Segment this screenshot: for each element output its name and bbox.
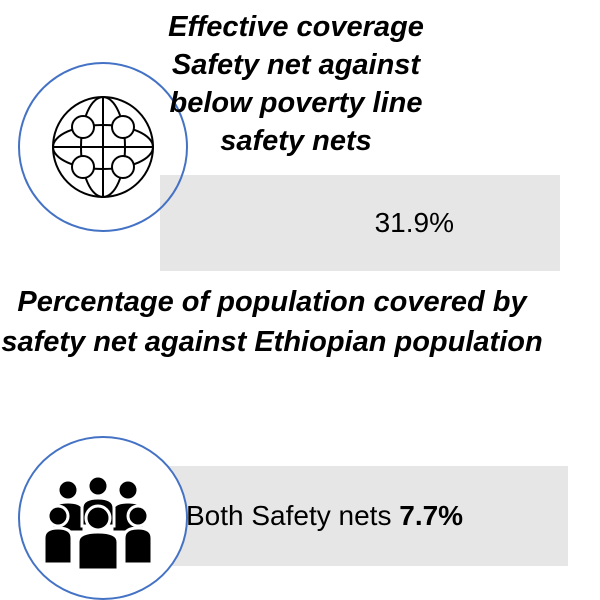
coverage-title-line: Effective coverage — [168, 11, 424, 43]
coverage-title-line: below poverty line — [169, 87, 423, 119]
both-safety-nets-text: Both Safety nets 7.7% — [186, 500, 463, 532]
both-safety-nets-label: Both Safety nets — [186, 500, 392, 531]
coverage-title-line: Safety net against — [171, 49, 421, 81]
globe-network-icon — [52, 96, 154, 198]
coverage-value: 31.9% — [374, 207, 454, 238]
coverage-title-line: safety nets — [220, 125, 372, 157]
population-title: Percentage of population covered by safe… — [1, 286, 543, 358]
people-group-icon — [42, 474, 154, 572]
network-circle — [18, 62, 188, 232]
coverage-value-box: 31.9% — [160, 175, 560, 271]
coverage-title: Effective coverage Safety net against be… — [130, 8, 462, 160]
both-safety-nets-value: 7.7% — [399, 500, 464, 531]
